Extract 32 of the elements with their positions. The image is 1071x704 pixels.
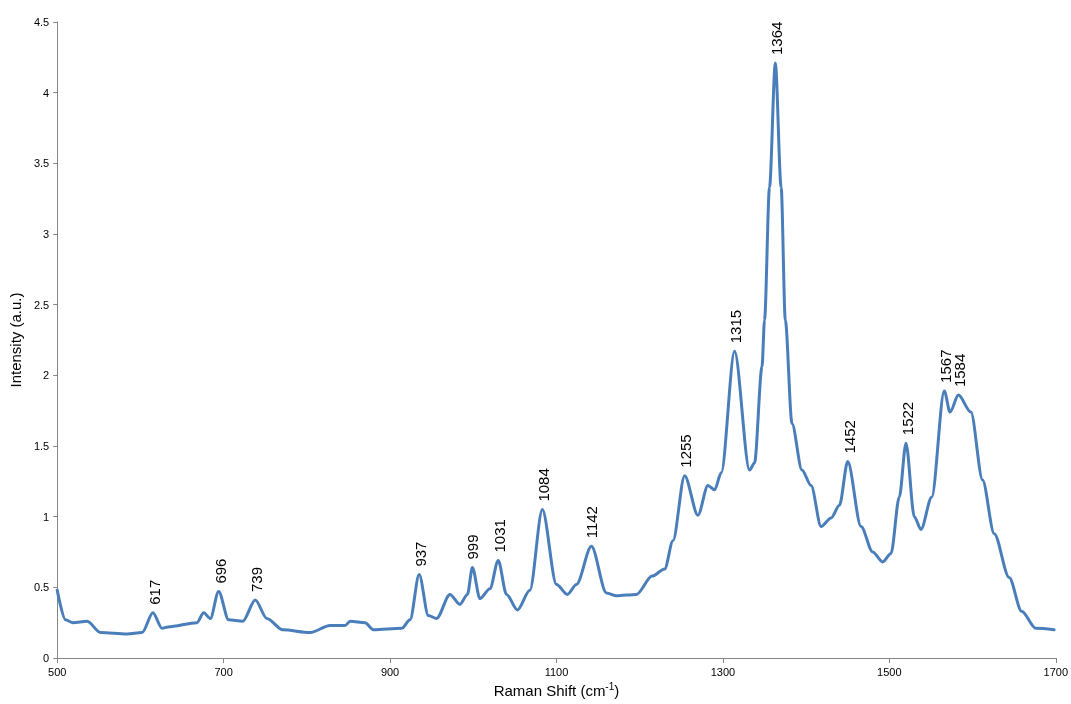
x-tick-label: 1300 [710,665,736,678]
annotation: 1452 [840,420,858,454]
x-tick-label: 500 [48,665,67,678]
annotation: 1364 [767,21,785,55]
annotation: 1255 [676,434,694,468]
y-tick-label: 2 [43,369,50,382]
annotation: 937 [412,541,430,567]
annotation: 617 [146,579,164,605]
y-tick-label: 3.5 [33,157,50,170]
annotation: 696 [211,558,229,584]
x-tick-label: 700 [214,665,233,678]
y-tick-label: 0 [43,652,50,664]
line-series [55,61,1056,636]
annotation: 1522 [899,401,917,436]
annotation: 1084 [534,468,552,502]
y-axis-title: Intensity (a.u.) [7,292,24,388]
annotation: 1142 [582,506,600,539]
y-tick-label: 4 [43,86,50,99]
y-tick-label: 0.5 [33,581,50,594]
y-tick-label: 2.5 [33,298,50,311]
y-tick-label: 1 [43,510,50,523]
annotation: 1031 [490,519,508,553]
y-tick-label: 1.5 [33,440,50,452]
x-tick-label: 1700 [1043,665,1069,678]
annotation: 1315 [726,309,744,344]
annotation: 999 [463,534,481,560]
y-tick-label: 4.5 [33,16,50,28]
annotation: 739 [247,567,265,593]
y-tick-label: 3 [43,228,50,240]
x-tick-label: 900 [380,665,400,678]
x-tick-label: 1500 [877,665,902,678]
x-tick-label: 1100 [544,665,569,678]
